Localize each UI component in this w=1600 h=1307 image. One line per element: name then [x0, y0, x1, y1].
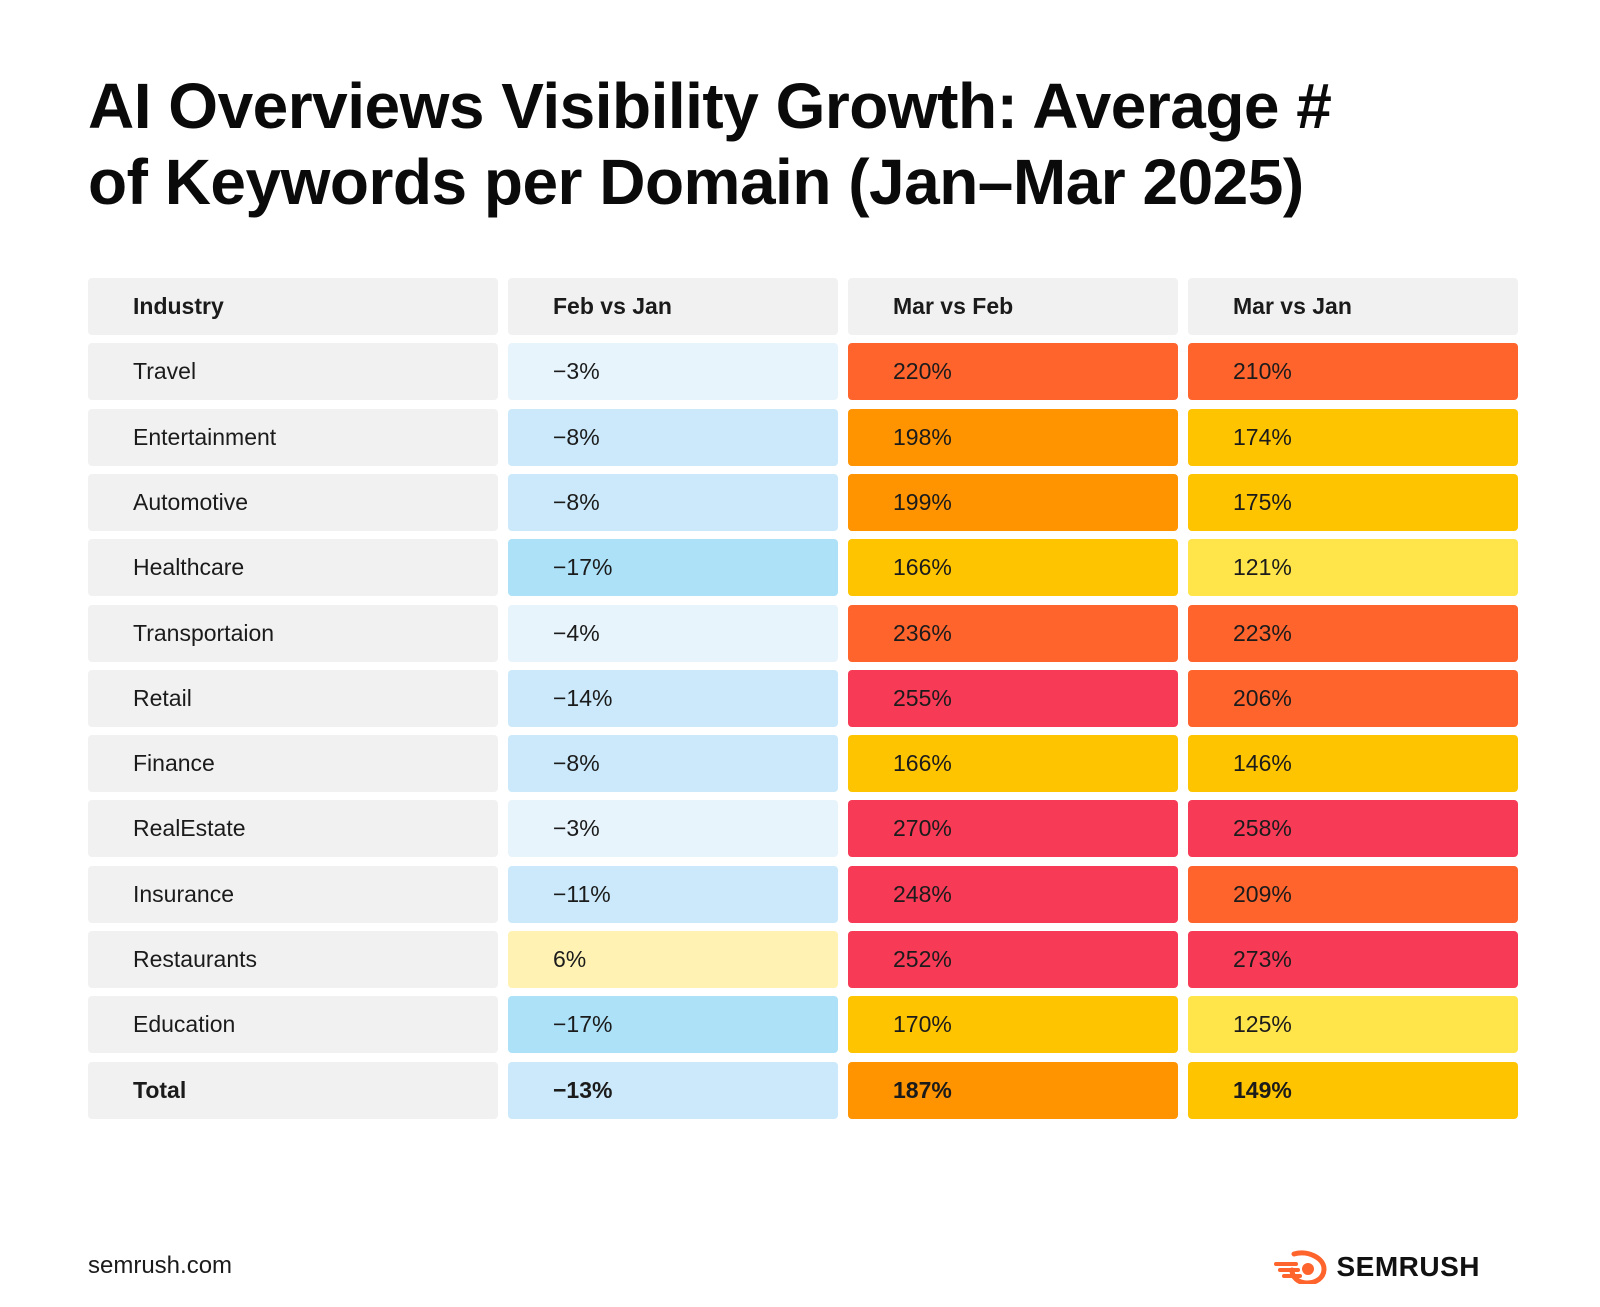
value-cell: 175% — [1188, 474, 1518, 531]
value-cell: 6% — [508, 931, 838, 988]
industry-cell: Automotive — [88, 474, 498, 531]
value-cell: 252% — [848, 931, 1178, 988]
value-cell: 149% — [1188, 1062, 1518, 1119]
value-cell: 166% — [848, 735, 1178, 792]
value-cell: 198% — [848, 409, 1178, 466]
value-cell: 255% — [848, 670, 1178, 727]
brand-name: SEMRUSH — [1336, 1251, 1480, 1282]
value-cell: 210% — [1188, 343, 1518, 400]
industry-cell: Restaurants — [88, 931, 498, 988]
brand-logo: SEMRUSH — [1274, 1250, 1480, 1284]
header-mar-vs-feb: Mar vs Feb — [848, 278, 1178, 335]
title-line-1: AI Overviews Visibility Growth: Average … — [88, 70, 1332, 142]
header-feb-vs-jan: Feb vs Jan — [508, 278, 838, 335]
value-cell: 170% — [848, 996, 1178, 1053]
value-cell: −3% — [508, 343, 838, 400]
value-cell: 273% — [1188, 931, 1518, 988]
value-cell: 236% — [848, 605, 1178, 662]
semrush-flame-icon — [1274, 1250, 1327, 1284]
chart-title: AI Overviews Visibility Growth: Average … — [88, 68, 1488, 220]
value-cell: −17% — [508, 539, 838, 596]
industry-cell: Total — [88, 1062, 498, 1119]
value-cell: −8% — [508, 409, 838, 466]
header-industry: Industry — [88, 278, 498, 335]
value-cell: −4% — [508, 605, 838, 662]
header-mar-vs-jan: Mar vs Jan — [1188, 278, 1518, 335]
source-url: semrush.com — [88, 1252, 233, 1279]
value-cell: −13% — [508, 1062, 838, 1119]
value-cell: 125% — [1188, 996, 1518, 1053]
value-cell: 206% — [1188, 670, 1518, 727]
value-cell: 209% — [1188, 866, 1518, 923]
value-cell: 146% — [1188, 735, 1518, 792]
value-cell: 187% — [848, 1062, 1178, 1119]
value-cell: 121% — [1188, 539, 1518, 596]
title-line-2: of Keywords per Domain (Jan–Mar 2025) — [88, 146, 1304, 218]
industry-cell: Finance — [88, 735, 498, 792]
value-cell: −17% — [508, 996, 838, 1053]
industry-cell: Retail — [88, 670, 498, 727]
industry-cell: Travel — [88, 343, 498, 400]
value-cell: −8% — [508, 735, 838, 792]
value-cell: 174% — [1188, 409, 1518, 466]
value-cell: 199% — [848, 474, 1178, 531]
value-cell: 220% — [848, 343, 1178, 400]
value-cell: −8% — [508, 474, 838, 531]
value-cell: −3% — [508, 800, 838, 857]
value-cell: 223% — [1188, 605, 1518, 662]
industry-cell: RealEstate — [88, 800, 498, 857]
value-cell: 258% — [1188, 800, 1518, 857]
industry-cell: Insurance — [88, 866, 498, 923]
industry-cell: Healthcare — [88, 539, 498, 596]
value-cell: 166% — [848, 539, 1178, 596]
value-cell: −11% — [508, 866, 838, 923]
value-cell: −14% — [508, 670, 838, 727]
industry-cell: Entertainment — [88, 409, 498, 466]
value-cell: 270% — [848, 800, 1178, 857]
industry-cell: Education — [88, 996, 498, 1053]
value-cell: 248% — [848, 866, 1178, 923]
industry-cell: Transportaion — [88, 605, 498, 662]
